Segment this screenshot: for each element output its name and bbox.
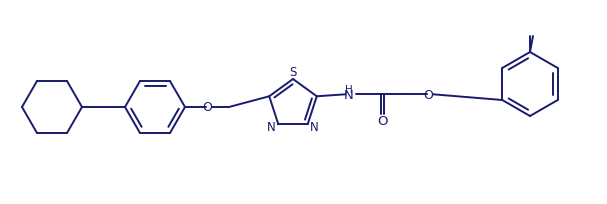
Text: O: O bbox=[423, 88, 433, 101]
Text: H: H bbox=[345, 85, 353, 95]
Text: O: O bbox=[377, 114, 387, 127]
Text: N: N bbox=[344, 88, 354, 101]
Text: N: N bbox=[267, 120, 276, 133]
Text: S: S bbox=[290, 66, 297, 79]
Text: O: O bbox=[202, 101, 212, 114]
Text: N: N bbox=[310, 120, 319, 133]
